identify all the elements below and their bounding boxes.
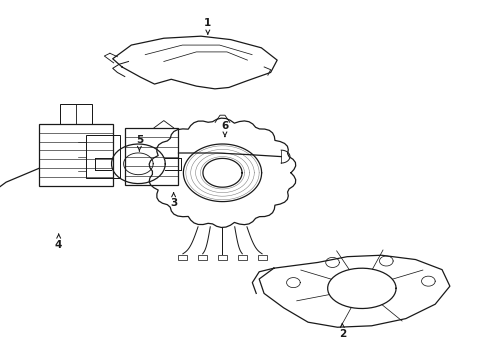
Bar [257, 255, 266, 260]
Text: 1: 1 [204, 18, 211, 34]
Text: 6: 6 [221, 121, 228, 136]
Bar [237, 255, 246, 260]
Bar [85, 135, 120, 178]
Text: 2: 2 [338, 323, 345, 339]
Text: 3: 3 [170, 193, 177, 208]
Bar [39, 124, 113, 186]
Text: 5: 5 [136, 135, 142, 151]
Bar [178, 255, 187, 260]
Bar [124, 128, 178, 185]
Text: 4: 4 [55, 234, 62, 250]
Bar [60, 104, 92, 124]
Bar [198, 255, 207, 260]
Bar [218, 255, 226, 260]
